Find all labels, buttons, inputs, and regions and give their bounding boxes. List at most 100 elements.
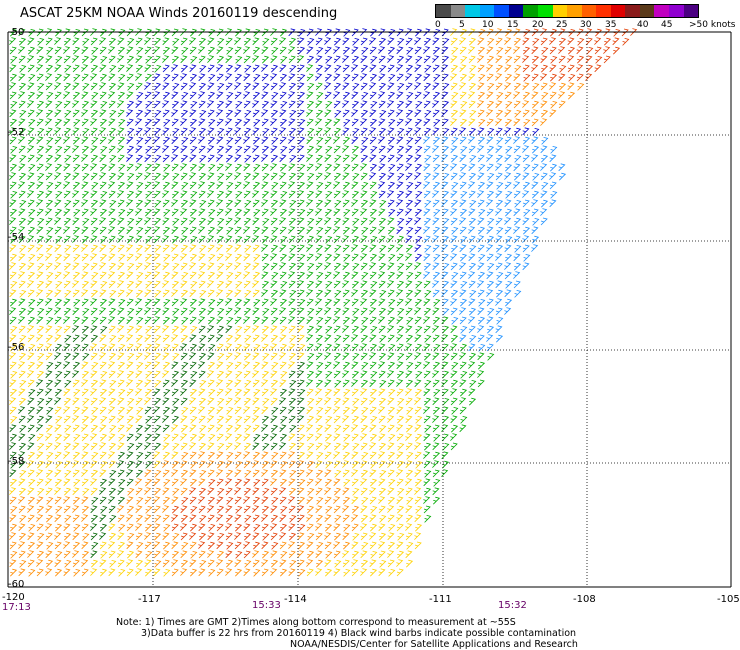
wind-barb xyxy=(27,334,35,343)
wind-barb xyxy=(207,424,215,433)
wind-barb xyxy=(145,478,153,487)
wind-barb xyxy=(145,73,153,82)
wind-barb xyxy=(73,451,81,460)
wind-barb xyxy=(198,163,206,172)
wind-barb xyxy=(342,460,350,468)
wind-barb xyxy=(459,64,467,73)
wind-barb xyxy=(505,73,513,82)
wind-barb xyxy=(100,326,108,334)
lat-label: -54 xyxy=(8,232,25,243)
wind-barb xyxy=(198,496,206,504)
wind-barb xyxy=(369,352,377,360)
wind-barb xyxy=(252,415,260,423)
wind-barb xyxy=(54,154,62,163)
wind-barb xyxy=(225,100,233,109)
wind-barb xyxy=(369,271,377,280)
colorbar-swatch xyxy=(669,5,684,17)
wind-barb xyxy=(388,271,396,280)
wind-barb xyxy=(63,73,71,82)
wind-barb xyxy=(37,550,45,559)
wind-barb xyxy=(343,74,351,82)
wind-barb xyxy=(469,217,477,226)
wind-barb xyxy=(333,55,341,64)
wind-barb xyxy=(190,551,198,559)
wind-barb xyxy=(504,172,512,180)
wind-barb xyxy=(190,326,198,334)
wind-barb xyxy=(144,109,152,118)
wind-barb xyxy=(351,343,359,352)
wind-barb xyxy=(18,253,26,262)
wind-barb xyxy=(37,443,45,451)
wind-barb xyxy=(217,415,225,424)
wind-barb xyxy=(252,505,260,513)
wind-barb xyxy=(234,379,242,388)
wind-barb xyxy=(379,37,387,46)
wind-barb xyxy=(253,181,261,190)
wind-barb xyxy=(144,217,152,225)
wind-barb xyxy=(505,208,513,217)
wind-barb xyxy=(180,163,188,171)
wind-barb xyxy=(100,118,108,127)
wind-barb xyxy=(496,227,504,235)
wind-barb xyxy=(396,271,404,280)
wind-barb xyxy=(361,317,369,325)
wind-barb xyxy=(433,496,441,505)
wind-barb xyxy=(559,172,567,181)
wind-barb xyxy=(324,307,332,315)
wind-barb xyxy=(100,433,108,442)
wind-barb xyxy=(190,281,198,289)
wind-barb xyxy=(28,406,36,415)
wind-barb xyxy=(180,352,188,361)
wind-barb xyxy=(279,469,287,478)
wind-barb xyxy=(432,352,440,361)
wind-barb xyxy=(351,181,359,190)
wind-barb xyxy=(396,136,404,145)
wind-barb xyxy=(144,334,152,343)
wind-barb xyxy=(45,262,53,271)
wind-barb xyxy=(73,541,81,550)
wind-barb xyxy=(144,361,152,370)
wind-barb xyxy=(55,298,63,307)
wind-barb xyxy=(279,559,287,568)
wind-barb xyxy=(189,361,197,370)
wind-barb xyxy=(190,298,198,307)
wind-barb xyxy=(387,325,395,333)
wind-barb xyxy=(306,46,314,55)
wind-barb xyxy=(198,316,206,324)
wind-barb xyxy=(199,397,207,406)
wind-barb xyxy=(64,487,72,496)
wind-barb xyxy=(468,190,476,199)
wind-barb xyxy=(271,272,279,280)
wind-barb xyxy=(207,559,215,568)
wind-barb xyxy=(82,308,90,316)
wind-barb xyxy=(162,370,170,378)
wind-barb xyxy=(280,416,288,424)
wind-barb xyxy=(28,434,36,442)
wind-barb xyxy=(396,154,404,162)
wind-barb xyxy=(189,487,197,495)
wind-barb xyxy=(405,523,413,531)
wind-barb xyxy=(144,199,152,208)
wind-barb xyxy=(162,550,170,558)
wind-barb xyxy=(352,280,360,289)
wind-barb xyxy=(405,217,413,226)
wind-barb xyxy=(37,488,45,496)
wind-barb xyxy=(99,244,107,253)
wind-barb xyxy=(343,496,351,505)
wind-barb xyxy=(163,254,171,262)
wind-barb xyxy=(343,299,351,307)
wind-barb xyxy=(235,28,243,37)
wind-barb xyxy=(613,46,621,55)
wind-barb xyxy=(585,37,593,46)
wind-barb xyxy=(163,119,171,127)
wind-barb xyxy=(217,443,225,451)
wind-barb xyxy=(234,424,242,433)
wind-barb xyxy=(352,173,360,181)
wind-barb xyxy=(234,514,242,523)
wind-barb xyxy=(334,37,342,46)
wind-barb xyxy=(45,487,53,496)
wind-barb xyxy=(99,451,107,460)
wind-barb xyxy=(207,262,215,271)
wind-barb xyxy=(36,73,44,82)
wind-barb xyxy=(153,163,161,172)
